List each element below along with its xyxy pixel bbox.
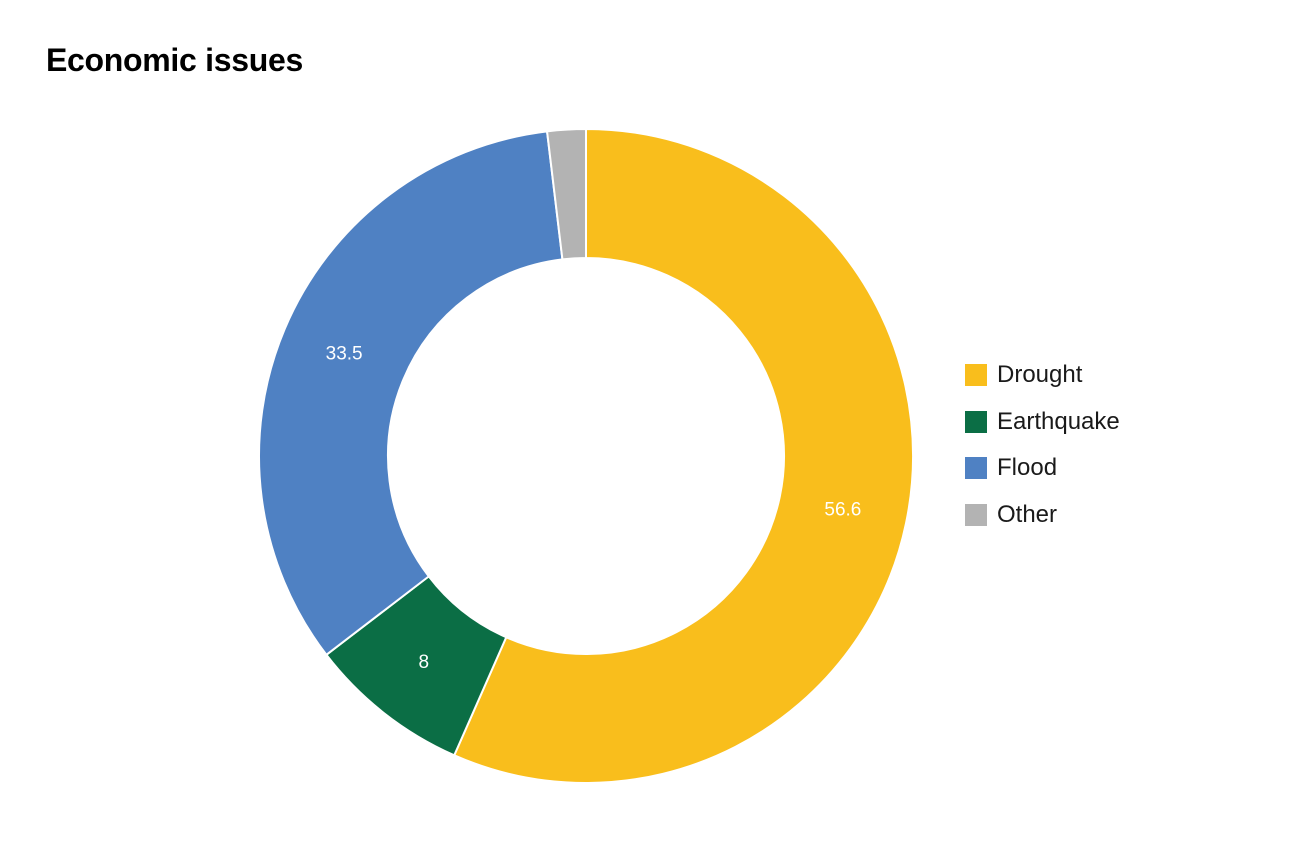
- legend-label: Other: [997, 500, 1058, 528]
- legend-label: Flood: [997, 454, 1058, 482]
- legend-item-other: Other: [965, 492, 1120, 539]
- legend-label: Drought: [997, 361, 1083, 389]
- slice-label-earthquake: 8: [419, 652, 430, 673]
- slice-label-drought: 56.6: [824, 500, 861, 521]
- legend-label: Earthquake: [997, 407, 1120, 435]
- legend-item-earthquake: Earthquake: [965, 399, 1120, 446]
- donut-slices: [258, 127, 914, 784]
- slice-label-flood: 33.5: [326, 344, 363, 365]
- chart-legend: Drought Earthquake Flood Other: [965, 352, 1120, 538]
- legend-swatch: [965, 503, 987, 526]
- legend-item-drought: Drought: [965, 352, 1120, 399]
- legend-swatch: [965, 457, 987, 480]
- slice-other: [545, 127, 587, 261]
- slice-flood: [258, 130, 564, 657]
- legend-swatch: [965, 364, 987, 387]
- legend-item-flood: Flood: [965, 445, 1120, 492]
- slice-drought: [452, 127, 914, 784]
- chart-title: Economic issues: [46, 42, 303, 78]
- slice-labels: 56.6 8 33.5: [326, 344, 862, 673]
- legend-swatch: [965, 410, 987, 433]
